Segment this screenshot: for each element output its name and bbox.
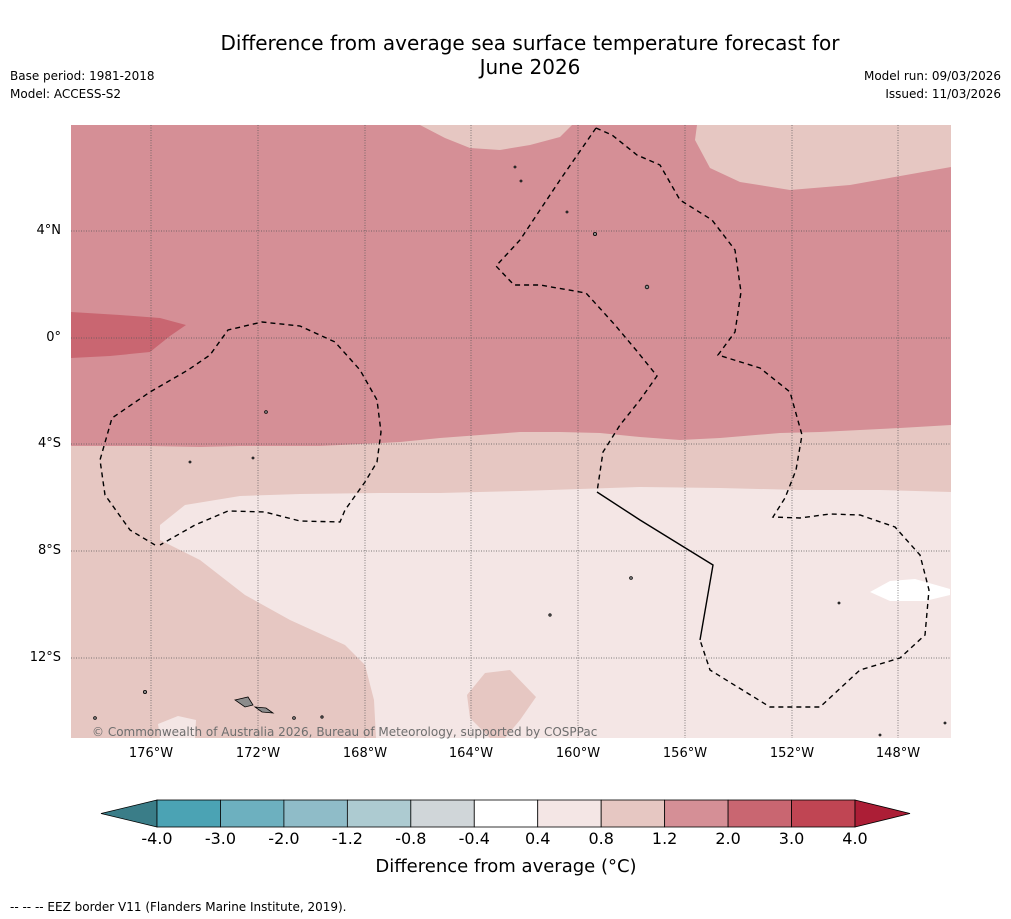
anomaly-band-1.2-2.0 xyxy=(71,125,951,447)
colorbar-tick-label: -1.2 xyxy=(331,829,363,848)
lon-label-172w: 172°W xyxy=(235,746,281,761)
lat-label-4n: 4°N xyxy=(36,223,62,238)
colorbar-tick-label: 0.8 xyxy=(588,829,614,848)
colorbar xyxy=(100,799,911,828)
colorbar-tick-label: -4.0 xyxy=(141,829,173,848)
lon-label-160w: 160°W xyxy=(555,746,601,761)
eez-footnote: -- -- -- EEZ border V11 (Flanders Marine… xyxy=(10,900,347,914)
lon-label-148w: 148°W xyxy=(875,746,921,761)
colorbar-tick-label: 4.0 xyxy=(842,829,868,848)
colorbar-tick-label: -0.8 xyxy=(395,829,427,848)
lat-label-0: 0° xyxy=(46,330,61,345)
colorbar-segment xyxy=(410,799,475,828)
copyright-notice: © Commonwealth of Australia 2026, Bureau… xyxy=(92,725,598,739)
colorbar-extend-low xyxy=(100,799,158,828)
neutral-patch xyxy=(870,579,950,601)
colorbar-tick-label: -2.0 xyxy=(268,829,300,848)
colorbar-tick-label: 2.0 xyxy=(715,829,741,848)
lon-label-176w: 176°W xyxy=(128,746,174,761)
eez-borders xyxy=(99,127,930,708)
title-line-2: June 2026 xyxy=(479,55,581,79)
model-run: Model run: 09/03/2026 xyxy=(863,69,1001,83)
anomaly-band-0.4-0.8 xyxy=(160,487,951,738)
neutral-patch-tiny xyxy=(660,719,676,728)
colorbar-tick-label: 1.2 xyxy=(651,829,678,848)
lon-label-156w: 156°W xyxy=(662,746,708,761)
lat-label-12s: 12°S xyxy=(29,650,61,665)
colorbar-segment xyxy=(156,799,221,828)
anomaly-band-2.0-3.0 xyxy=(71,312,186,358)
colorbar-segment xyxy=(537,799,602,828)
meta-right: Model run: 09/03/2026 Issued: 11/03/2026 xyxy=(864,67,1001,103)
map-area xyxy=(71,125,951,738)
colorbar-segment xyxy=(346,799,412,828)
model-name: Model: ACCESS-S2 xyxy=(10,87,122,101)
eez-border-solid xyxy=(596,491,714,641)
colorbar-segment xyxy=(727,799,792,828)
colorbar-segment xyxy=(664,799,729,828)
title-line-1: Difference from average sea surface temp… xyxy=(220,31,840,55)
neutral-patch-small xyxy=(158,716,196,738)
lon-label-152w: 152°W xyxy=(769,746,815,761)
colorbar-segment xyxy=(220,799,285,828)
anomaly-pocket xyxy=(467,670,536,738)
base-period: Base period: 1981-2018 xyxy=(10,69,155,83)
lon-label-168w: 168°W xyxy=(342,746,388,761)
lat-label-4s: 4°S xyxy=(37,436,61,451)
colorbar-segment xyxy=(791,799,856,828)
meta-left: Base period: 1981-2018 Model: ACCESS-S2 xyxy=(10,67,155,103)
colorbar-tick-label: 0.4 xyxy=(524,829,551,848)
lat-label-8s: 8°S xyxy=(37,543,61,558)
colorbar-tick-label: -3.0 xyxy=(204,829,237,848)
colorbar-segment xyxy=(283,799,348,828)
colorbar-extend-high xyxy=(854,799,911,828)
colorbar-tick-label: -0.4 xyxy=(458,829,490,848)
colorbar-segment xyxy=(600,799,666,828)
islands xyxy=(93,165,947,737)
issued-date: Issued: 11/03/2026 xyxy=(885,87,1001,101)
lon-label-164w: 164°W xyxy=(448,746,494,761)
colorbar-tick-label: 3.0 xyxy=(778,829,805,848)
colorbar-segment xyxy=(473,799,539,828)
gridlines xyxy=(71,125,951,738)
colorbar-label: Difference from average (°C) xyxy=(375,856,637,877)
chart-title: Difference from average sea surface temp… xyxy=(130,31,930,79)
